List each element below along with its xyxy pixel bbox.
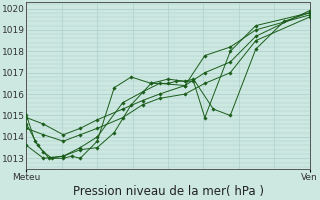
X-axis label: Pression niveau de la mer( hPa ): Pression niveau de la mer( hPa ) xyxy=(73,185,263,198)
